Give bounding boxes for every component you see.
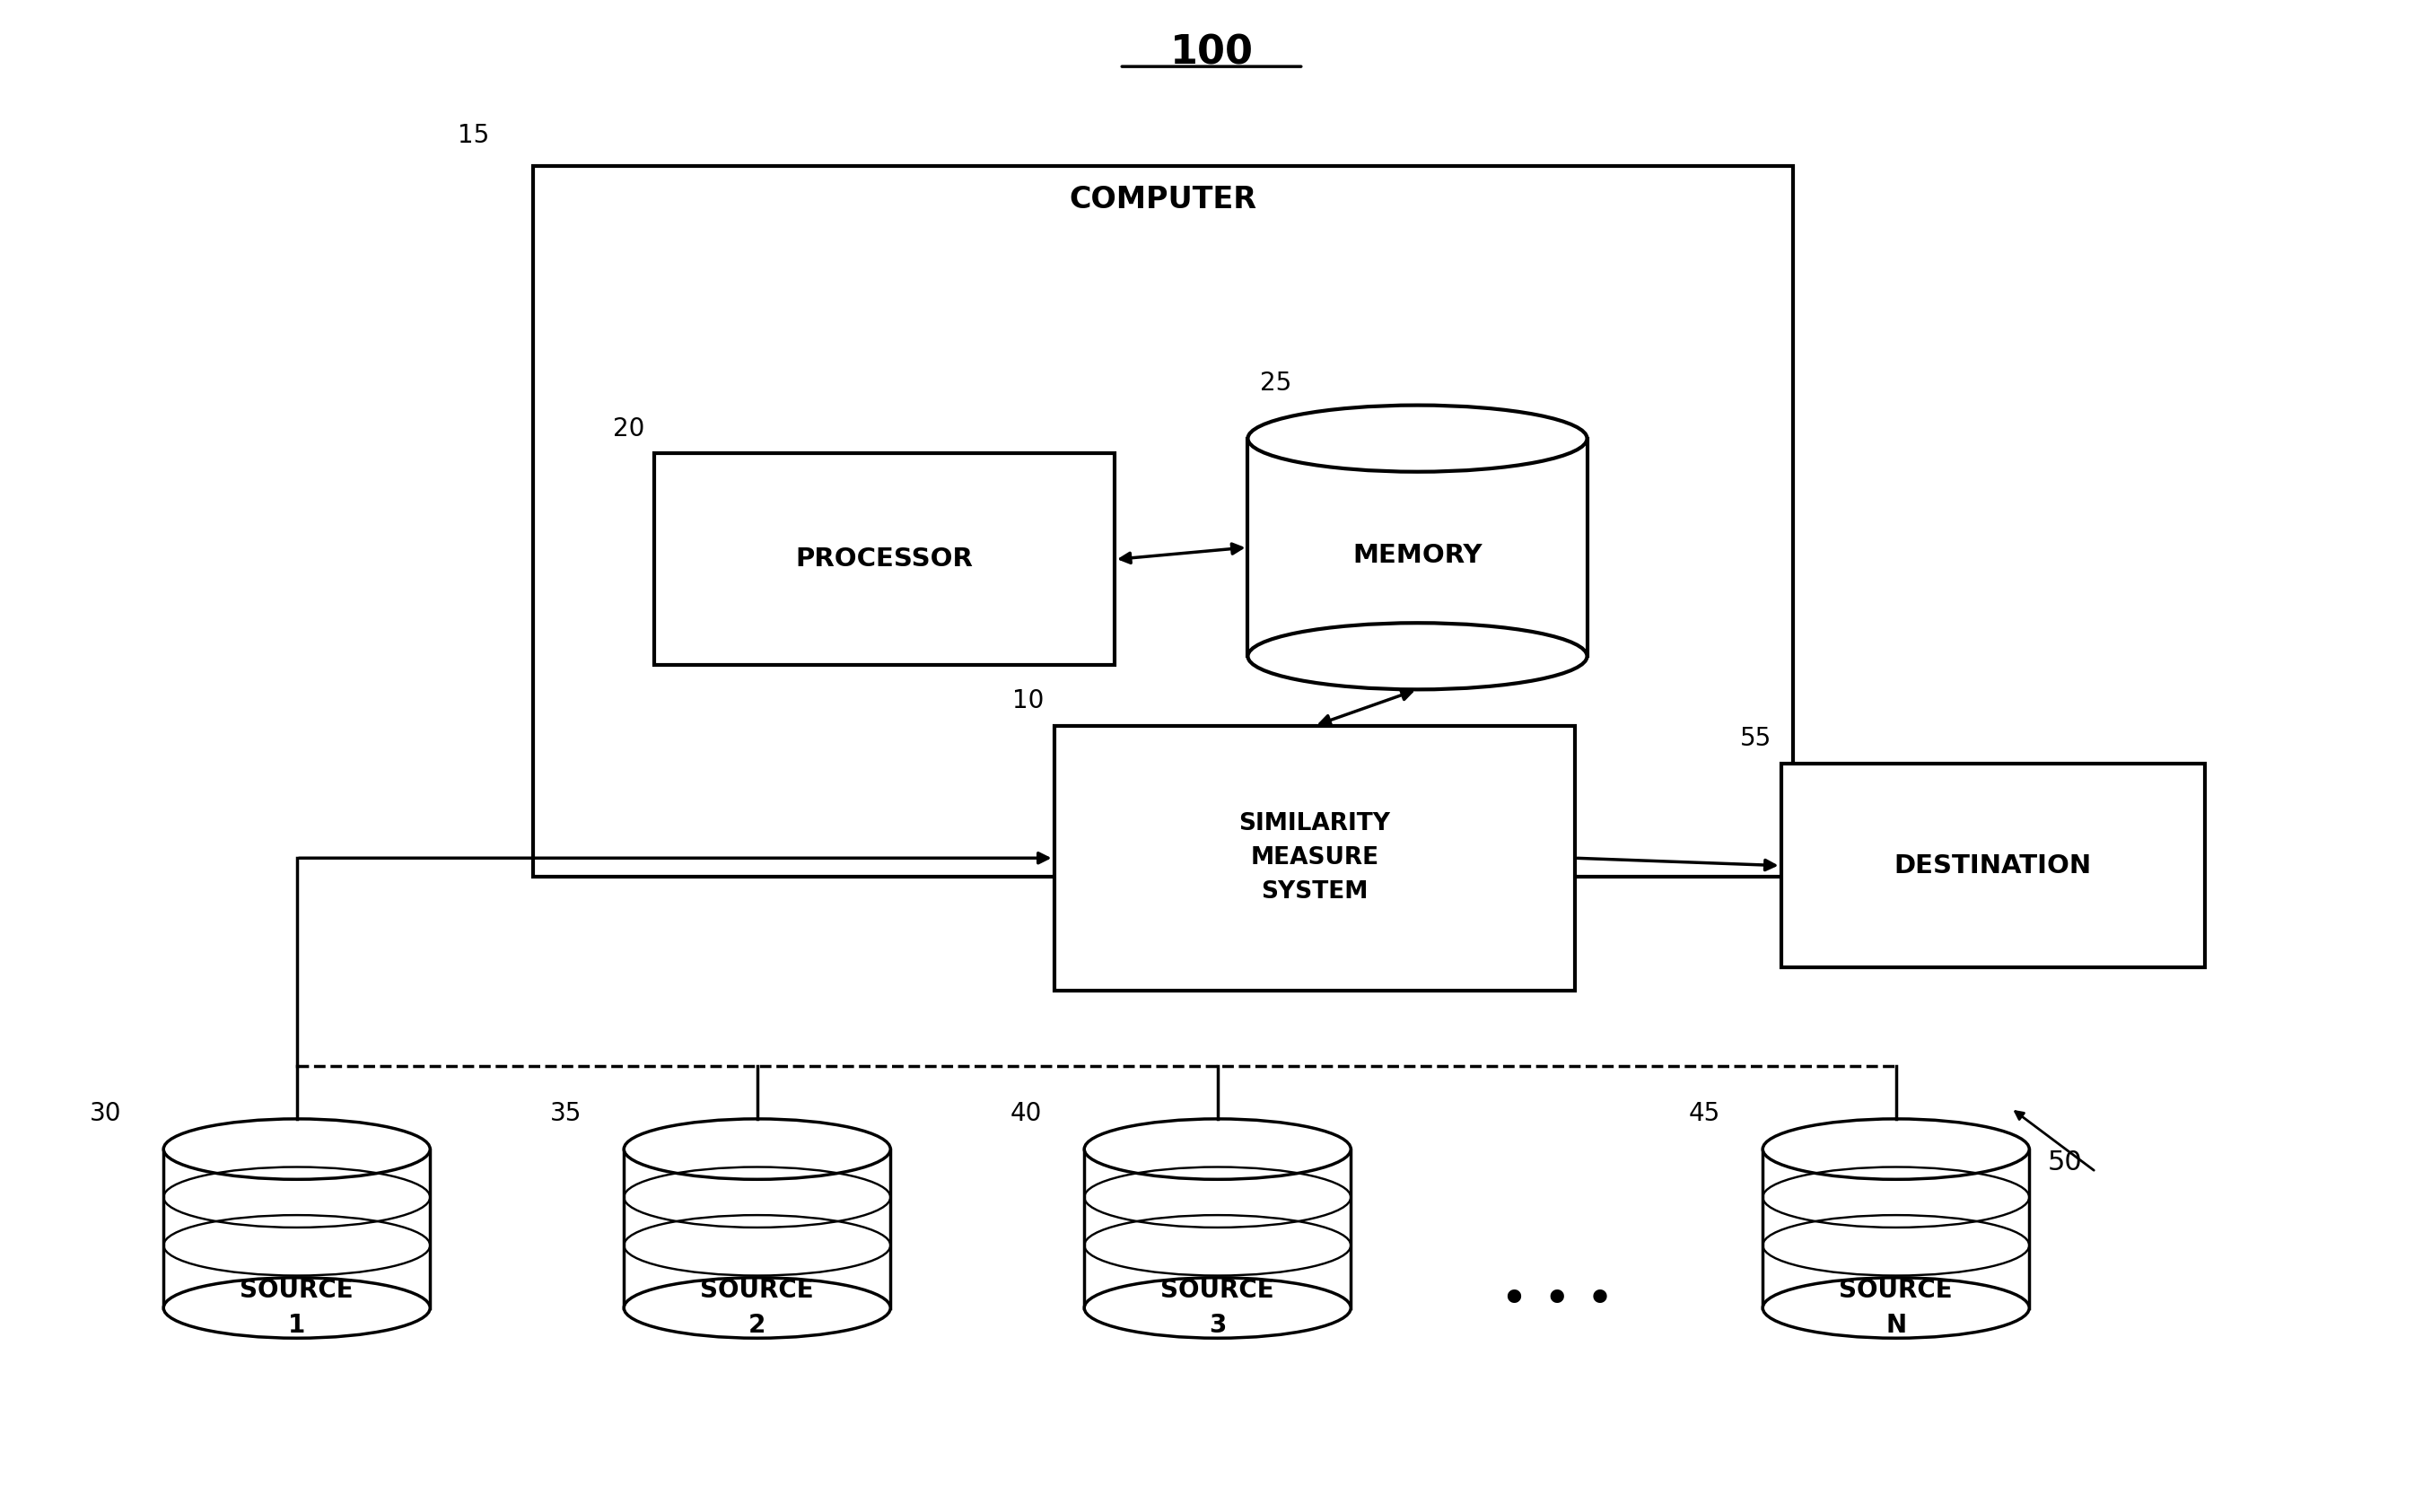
Text: 15: 15 (458, 122, 489, 148)
Text: 10: 10 (1013, 688, 1044, 714)
Ellipse shape (1083, 1119, 1350, 1179)
Bar (1762, 1149, 2028, 1308)
Ellipse shape (1083, 1278, 1350, 1338)
Text: 20: 20 (613, 416, 645, 442)
Text: PROCESSOR: PROCESSOR (795, 547, 974, 572)
Ellipse shape (625, 1119, 892, 1179)
Text: SIMILARITY
MEASURE
SYSTEM: SIMILARITY MEASURE SYSTEM (1238, 812, 1391, 904)
Bar (162, 1149, 429, 1308)
Text: 40: 40 (1010, 1101, 1042, 1126)
Ellipse shape (1248, 623, 1587, 689)
Text: SOURCE
1: SOURCE 1 (240, 1278, 354, 1338)
Ellipse shape (1248, 405, 1587, 472)
Bar (1248, 438, 1587, 656)
Ellipse shape (1762, 1119, 2028, 1179)
Text: 45: 45 (1689, 1101, 1720, 1126)
Text: MEMORY: MEMORY (1352, 543, 1483, 569)
Text: COMPUTER: COMPUTER (1069, 184, 1258, 215)
Text: 55: 55 (1740, 726, 1771, 751)
Ellipse shape (162, 1119, 431, 1179)
Bar (533, 166, 1793, 877)
Text: DESTINATION: DESTINATION (1895, 853, 2091, 878)
Text: 30: 30 (90, 1101, 121, 1126)
Bar (1054, 726, 1575, 990)
Bar (625, 1149, 892, 1308)
Text: SOURCE
2: SOURCE 2 (700, 1278, 814, 1338)
Text: 50: 50 (2047, 1149, 2081, 1175)
Bar (1781, 764, 2205, 968)
Text: 25: 25 (1260, 370, 1291, 396)
Bar (1083, 1149, 1352, 1308)
Text: SOURCE
N: SOURCE N (1839, 1278, 1953, 1338)
Text: 100: 100 (1170, 33, 1253, 73)
Text: 35: 35 (550, 1101, 582, 1126)
Ellipse shape (1762, 1278, 2028, 1338)
Ellipse shape (162, 1278, 431, 1338)
Text: • • •: • • • (1500, 1278, 1614, 1323)
Ellipse shape (625, 1278, 892, 1338)
Text: SOURCE
3: SOURCE 3 (1161, 1278, 1274, 1338)
Bar (654, 454, 1115, 665)
